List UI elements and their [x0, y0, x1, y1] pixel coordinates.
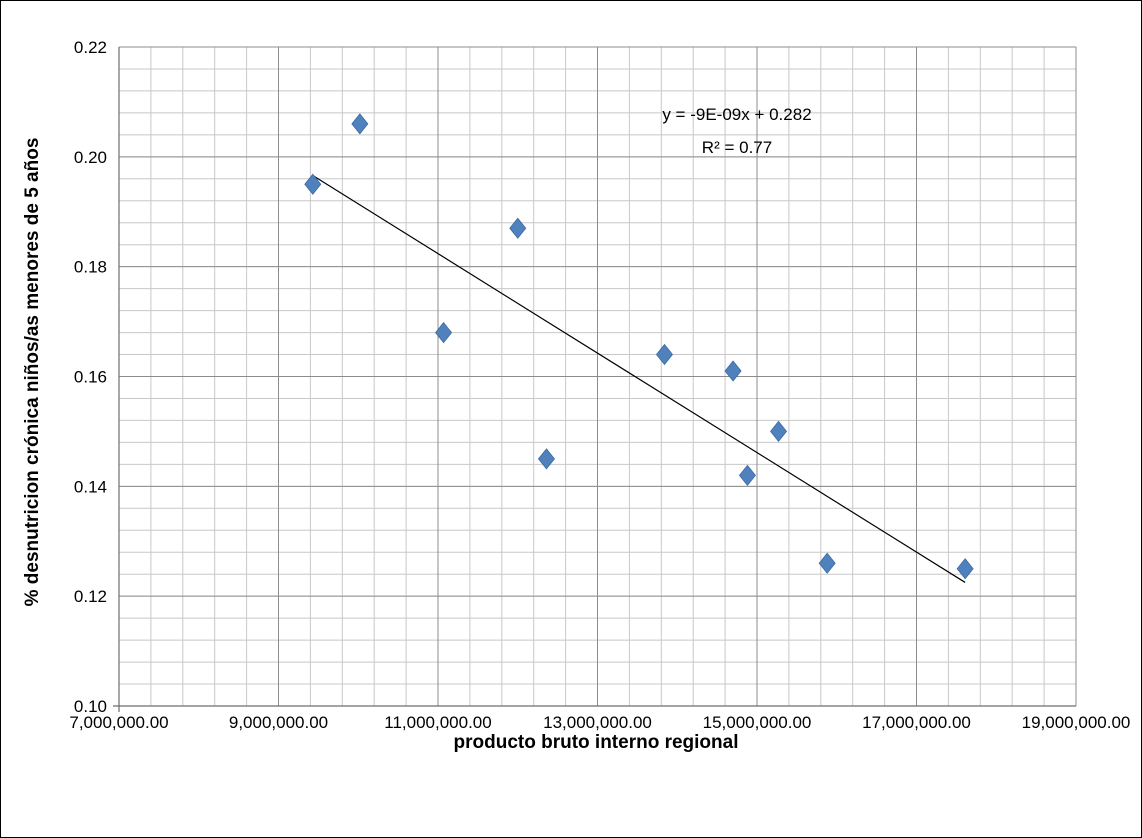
data-point — [352, 114, 368, 134]
major-gridlines — [119, 47, 1076, 706]
x-tick-label: 17,000,000.00 — [862, 713, 971, 732]
y-tick-label: 0.22 — [74, 38, 107, 57]
axes — [113, 47, 1076, 712]
data-point — [957, 559, 973, 579]
x-tick-label: 15,000,000.00 — [703, 713, 812, 732]
data-point — [819, 553, 835, 573]
x-tick-label: 11,000,000.00 — [384, 713, 491, 732]
trendline-equation: y = -9E-09x + 0.282 — [662, 105, 811, 124]
data-point — [305, 174, 321, 194]
y-tick-label: 0.12 — [74, 587, 107, 606]
y-tick-label: 0.10 — [74, 697, 107, 716]
data-point — [538, 449, 554, 469]
y-axis-title: % desnutricion crónica niños/as menores … — [22, 138, 43, 607]
y-tick-label: 0.14 — [74, 477, 107, 496]
data-point — [739, 465, 755, 485]
data-point — [656, 345, 672, 365]
x-axis-title: producto bruto interno regional — [454, 732, 739, 753]
y-tick-label: 0.20 — [74, 148, 107, 167]
trendline — [313, 176, 965, 583]
data-points — [305, 114, 973, 579]
data-point — [771, 421, 787, 441]
x-tick-label: 19,000,000.00 — [1022, 713, 1131, 732]
data-point — [510, 218, 526, 238]
data-point — [725, 361, 741, 381]
x-tick-labels: 7,000,000.00 9,000,000.00 11,000,000.00 13,… — [69, 713, 1130, 732]
y-tick-labels: 0.10 0.12 0.14 0.16 0.18 0.20 0.22 — [74, 38, 107, 716]
trendline-r2: R² = 0.77 — [702, 138, 772, 157]
y-tick-label: 0.18 — [74, 258, 107, 277]
y-tick-label: 0.16 — [74, 368, 107, 387]
trendline-group — [313, 176, 965, 583]
x-tick-label: 13,000,000.00 — [543, 713, 652, 732]
x-tick-label: 9,000,000.00 — [229, 713, 328, 732]
